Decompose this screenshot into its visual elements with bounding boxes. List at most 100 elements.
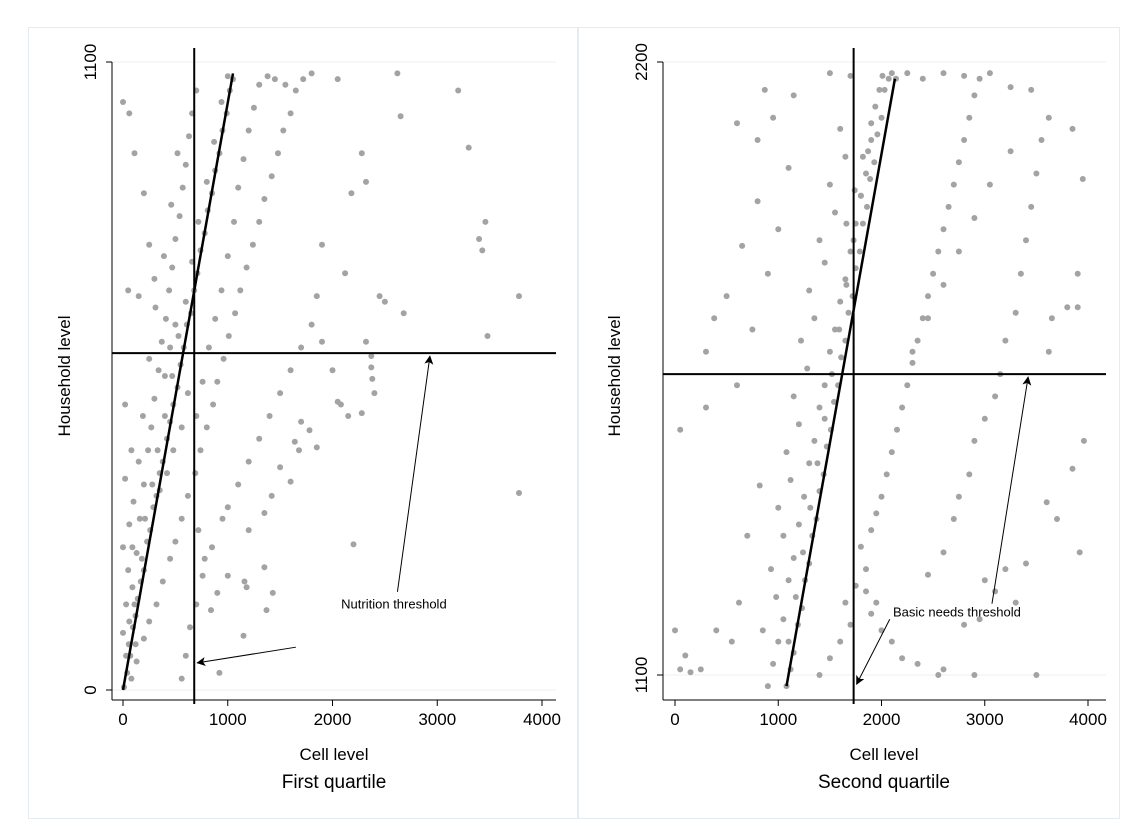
right-scatter-point [764, 270, 771, 277]
right-scatter-point [859, 220, 866, 227]
left-scatter-point [160, 253, 167, 260]
right-scatter-point [909, 359, 916, 366]
right-scatter-point [899, 404, 906, 411]
right-scatter-point [768, 566, 774, 573]
right-scatter-point [863, 588, 869, 595]
right-scatter-point [888, 70, 895, 77]
left-scatter-point [167, 344, 174, 351]
right-scatter-point [847, 248, 854, 255]
right-threshold-arrow [856, 619, 891, 685]
right-scatter-point [966, 114, 973, 121]
right-scatter-point [966, 471, 973, 478]
left-scatter-point [376, 293, 383, 300]
right-scatter-point [1038, 137, 1045, 143]
right-scatter-point [816, 237, 823, 244]
right-x-tick-label: 4000 [1069, 710, 1107, 729]
left-scatter-point [172, 538, 179, 545]
left-scatter-point [187, 624, 193, 631]
left-scatter-point [178, 675, 185, 682]
left-scatter-point [211, 138, 218, 145]
left-scatter-point [203, 424, 210, 431]
right-scatter-point [868, 137, 875, 143]
left-scatter-point [129, 544, 136, 551]
right-panel-title: Second quartile [818, 772, 950, 793]
right-scatter-point [677, 426, 684, 433]
right-scatter-point [867, 176, 874, 182]
right-scatter-point [971, 215, 978, 221]
right-scatter-point [687, 669, 694, 676]
left-scatter-point [133, 658, 140, 665]
left-y-tick-label: 1100 [81, 44, 100, 81]
right-x-tick-label: 2000 [863, 710, 901, 729]
right-scatter-point [1023, 560, 1029, 567]
left-scatter-point [224, 572, 231, 579]
right-scatter-point [790, 555, 797, 561]
right-scatter-point [950, 516, 957, 522]
right-y-tick-label: 2200 [632, 43, 651, 81]
right-scatter-point [744, 532, 751, 539]
left-scatter-point [369, 375, 376, 382]
left-scatter-point [208, 607, 214, 614]
left-scatter-point [135, 293, 142, 300]
left-scatter-point [342, 270, 349, 277]
right-scatter-point [1048, 315, 1055, 322]
left-scatter-point [140, 635, 147, 642]
right-scatter-point [837, 298, 844, 305]
left-scatter-point [123, 601, 130, 608]
right-scatter-point [1074, 304, 1081, 311]
left-scatter-point [199, 572, 206, 579]
left-scatter-point [329, 367, 336, 374]
left-scatter-point [232, 310, 239, 317]
right-scatter-point [919, 315, 926, 322]
right-scatter-point [888, 449, 895, 456]
right-scatter-point [971, 437, 978, 444]
right-scatter-point [981, 415, 988, 422]
right-scatter-point [1079, 176, 1086, 182]
left-scatter-point [151, 275, 158, 282]
right-scatter-point [955, 248, 962, 255]
right-scatter-point [775, 638, 782, 645]
right-scatter-point [885, 75, 892, 82]
left-scatter-points [120, 70, 522, 691]
left-x-ticks: 0 1000 2000 3000 4000 [118, 700, 561, 729]
right-scatter-point [876, 86, 883, 93]
left-scatter-point [334, 76, 341, 83]
left-scatter-point [277, 390, 284, 397]
left-scatter-point [168, 201, 175, 208]
right-scatter-point [837, 125, 844, 132]
right-scatter-point [807, 504, 814, 511]
right-scatter-point [773, 594, 780, 600]
right-scatter-point [785, 577, 792, 584]
right-scatter-point [955, 159, 962, 166]
right-scatter-point [881, 86, 888, 93]
left-scatter-point [400, 310, 407, 317]
left-scatter-point [235, 481, 242, 488]
right-scatter-point [940, 226, 947, 233]
right-x-ticks: 0 1000 2000 3000 4000 [670, 700, 1107, 729]
left-y-ticks: 0 1100 [81, 44, 112, 695]
left-scatter-point [300, 76, 307, 83]
left-scatter-point [455, 87, 462, 94]
left-scatter-point [149, 481, 156, 488]
right-scatter-point [971, 672, 978, 678]
left-scatter-point [128, 447, 135, 454]
left-threshold-arrow-2 [396, 355, 434, 592]
left-scatter-point [240, 632, 247, 639]
left-scatter-point [516, 490, 522, 496]
left-x-tick-label: 1000 [209, 710, 247, 729]
right-scatter-point [874, 131, 881, 138]
left-scatter-point [397, 113, 404, 120]
left-scatter-point [271, 76, 278, 83]
left-scatter-point [209, 544, 215, 551]
right-threshold-arrow-2 [991, 376, 1032, 604]
left-scatter-point [268, 173, 275, 180]
right-scatter-point [883, 471, 890, 478]
left-scatter-point [291, 438, 298, 445]
left-scatter-point [186, 133, 192, 140]
left-scatter-point [214, 378, 221, 385]
left-scatter-point [138, 555, 145, 562]
right-scatter-point [878, 493, 885, 500]
left-scatter-point [195, 218, 202, 225]
right-scatter-point [1064, 304, 1071, 311]
left-scatter-point [126, 521, 133, 528]
